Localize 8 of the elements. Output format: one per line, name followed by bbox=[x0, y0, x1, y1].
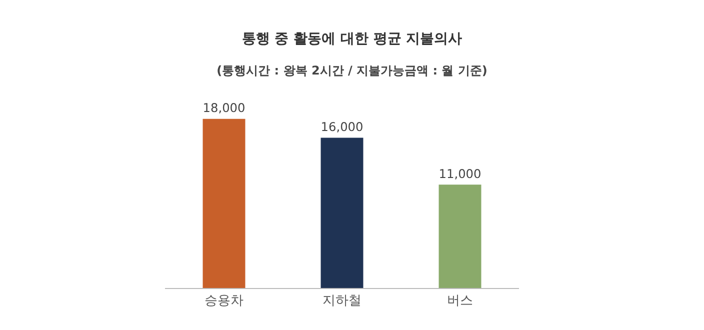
data-label: 18,000 bbox=[202, 101, 246, 116]
x-tick-label: 버스 bbox=[447, 294, 473, 309]
chart-subtitle: (통행시간 : 왕복 2시간 / 지불가능금액 : 월 기준) bbox=[216, 63, 488, 78]
x-tick-label: 승용차 bbox=[204, 294, 244, 309]
x-tick-label: 지하철 bbox=[322, 294, 362, 309]
data-label: 11,000 bbox=[438, 166, 482, 181]
data-label: 16,000 bbox=[320, 120, 364, 134]
chart-title: 통행 중 활동에 대한 평균 지불의사 bbox=[242, 30, 462, 47]
